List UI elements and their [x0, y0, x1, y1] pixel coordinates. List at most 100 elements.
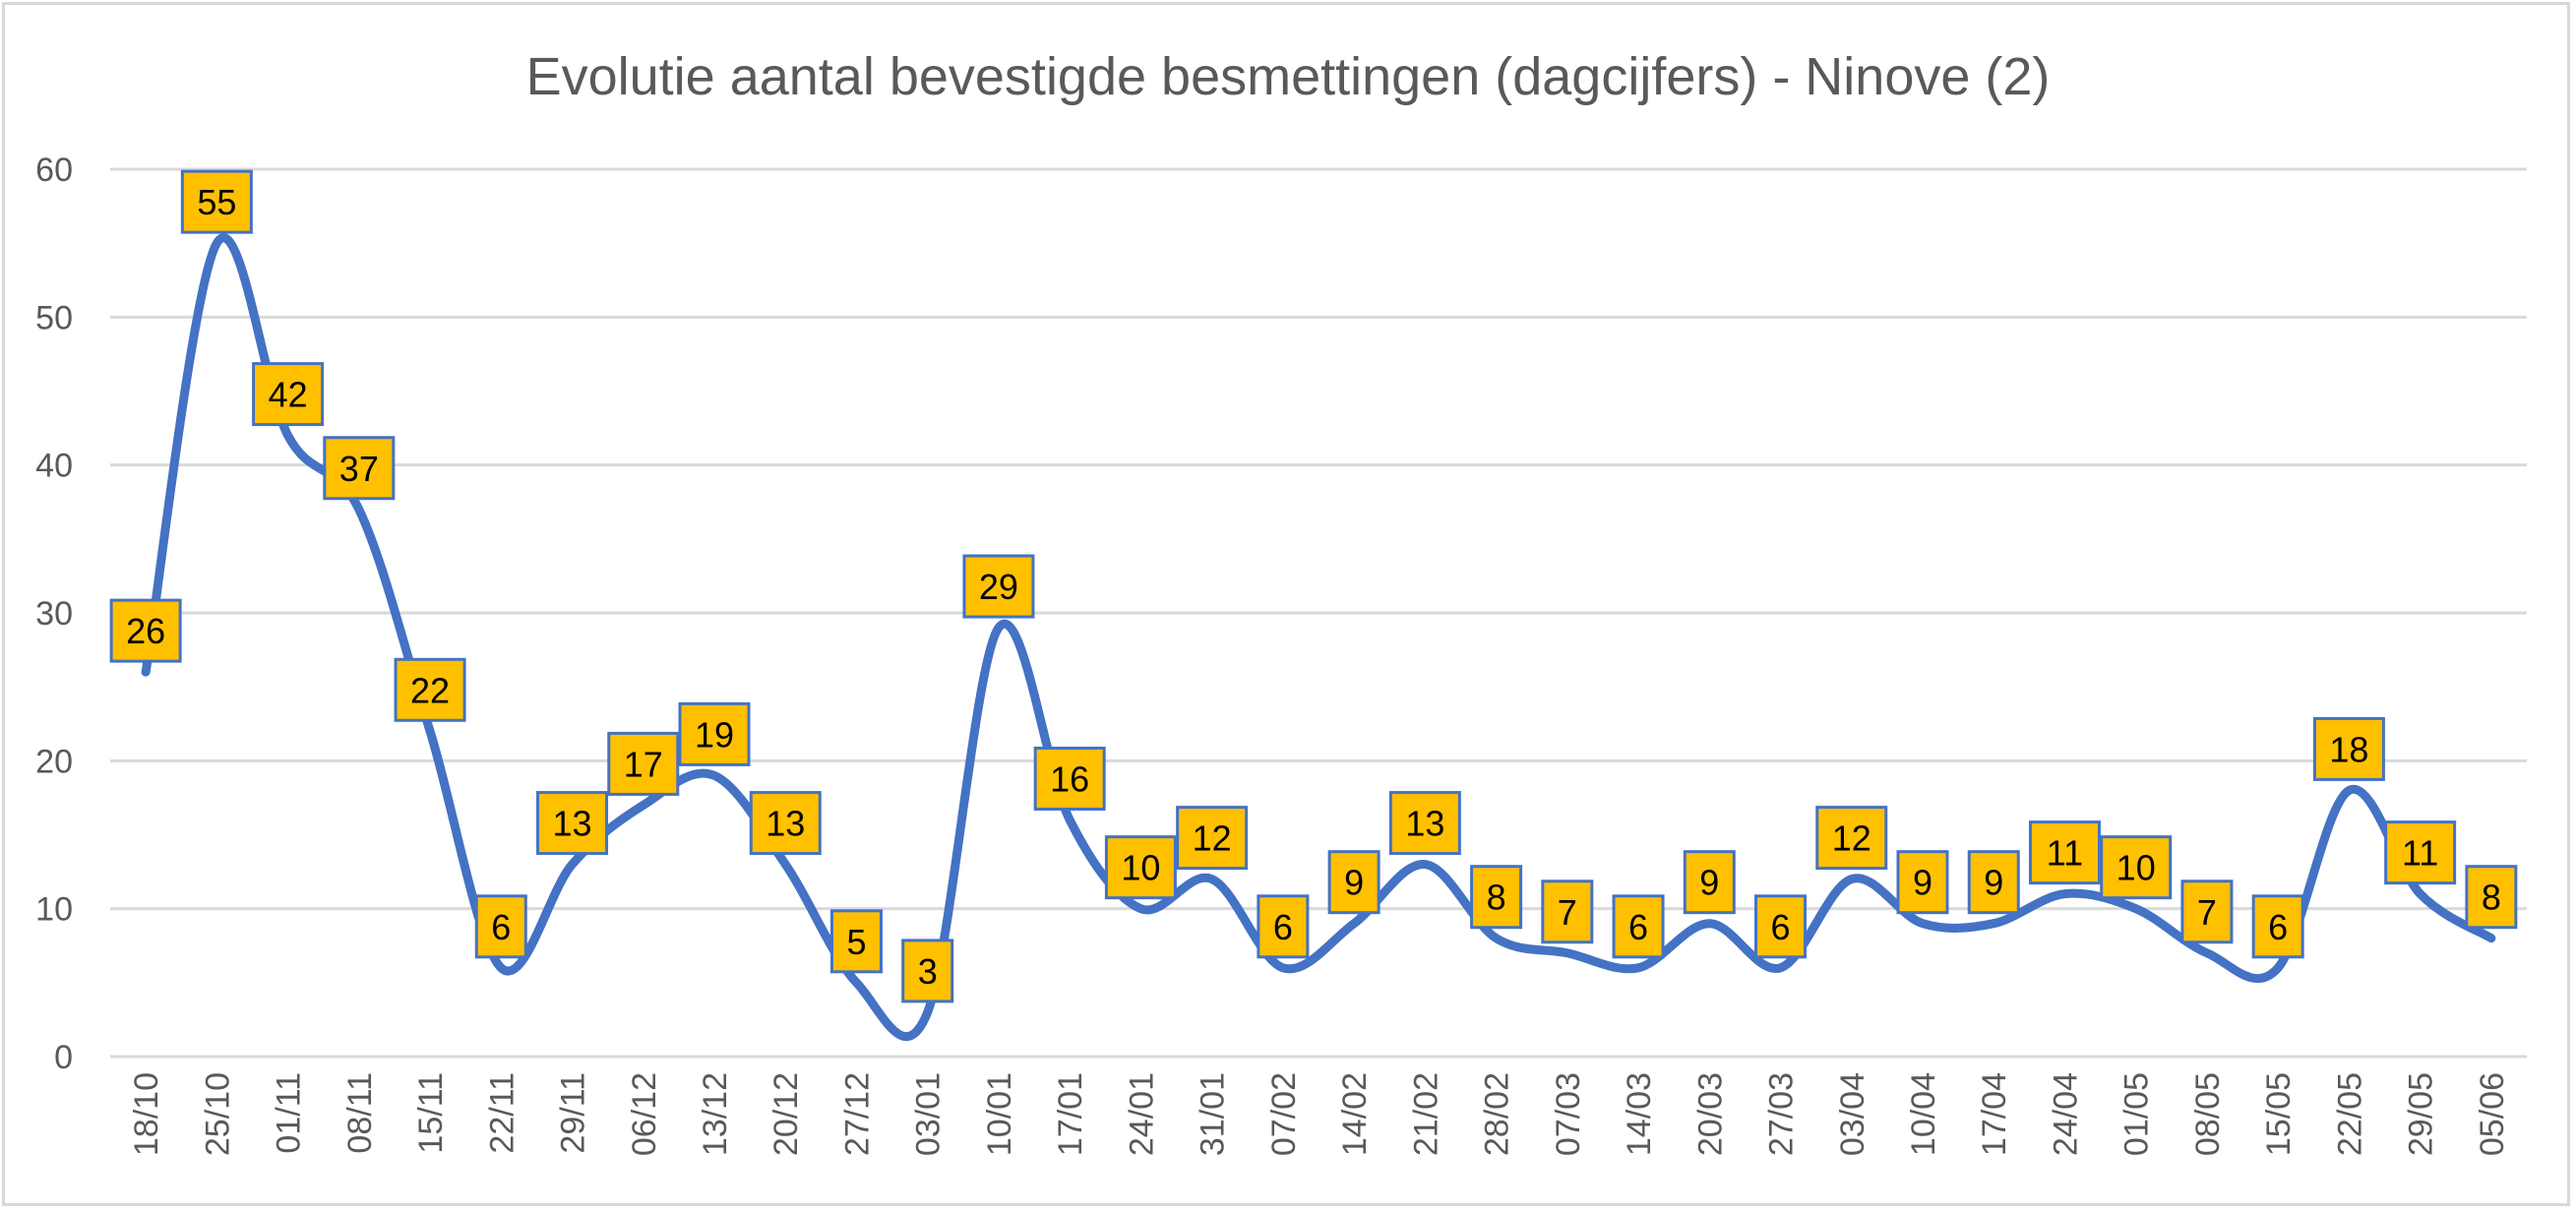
x-tick-label: 08/05	[2189, 1072, 2227, 1156]
data-label-text: 26	[126, 611, 165, 651]
data-label-box	[829, 909, 883, 974]
data-label: 7	[2180, 879, 2234, 944]
data-label-text: 13	[553, 804, 592, 844]
data-label: 10	[1104, 835, 1177, 900]
x-tick-label: 07/03	[1550, 1072, 1587, 1156]
data-label-text: 37	[339, 449, 379, 489]
data-label-box	[2465, 865, 2518, 930]
data-label-box	[252, 362, 325, 427]
data-label-box	[607, 731, 680, 796]
x-tick-label: 29/05	[2403, 1072, 2440, 1156]
x-tick-label: 03/04	[1834, 1072, 1871, 1156]
x-tick-label: 22/05	[2331, 1072, 2368, 1156]
data-label-text: 6	[491, 907, 511, 947]
data-label: 3	[901, 939, 954, 1003]
data-label-text: 6	[1771, 907, 1791, 947]
data-label-box	[962, 554, 1035, 619]
data-label: 9	[1896, 850, 1949, 915]
data-label-box	[1612, 894, 1665, 959]
data-label-text: 29	[979, 567, 1018, 607]
y-tick-label: 10	[35, 891, 73, 929]
data-label-text: 6	[1273, 907, 1293, 947]
data-label-box	[678, 701, 751, 766]
data-label: 9	[1683, 850, 1736, 915]
data-label-text: 6	[2268, 907, 2288, 947]
data-label: 55	[180, 169, 253, 234]
x-tick-label: 14/02	[1336, 1072, 1374, 1156]
x-tick-label: 27/03	[1763, 1072, 1801, 1156]
data-label: 11	[2028, 820, 2101, 885]
data-label-text: 13	[766, 804, 805, 844]
data-label: 42	[252, 362, 325, 427]
x-tick-label: 17/04	[1976, 1072, 2013, 1156]
x-tick-label: 01/11	[271, 1072, 308, 1154]
data-label-box	[901, 939, 954, 1003]
data-label-text: 7	[1558, 892, 1577, 933]
data-label: 26	[109, 598, 182, 663]
data-label-box	[1683, 850, 1736, 915]
y-tick-label: 60	[35, 152, 73, 189]
data-label-box	[1541, 879, 1594, 944]
data-label-text: 18	[2329, 729, 2368, 769]
data-label: 22	[394, 657, 466, 722]
x-tick-label: 07/02	[1265, 1072, 1303, 1156]
x-tick-label: 01/05	[2118, 1072, 2156, 1156]
x-tick-label: 24/01	[1123, 1072, 1160, 1156]
data-label-text: 10	[2116, 848, 2156, 888]
data-label: 9	[1327, 850, 1380, 915]
data-label: 13	[536, 791, 609, 856]
data-label: 13	[1388, 791, 1461, 856]
data-label-text: 22	[410, 670, 450, 710]
data-label-box	[1470, 865, 1523, 930]
data-label: 6	[1754, 894, 1808, 959]
y-axis-ticks: 0 10 20 30 40 50 60	[35, 152, 73, 1076]
data-label-text: 3	[918, 951, 938, 992]
data-label-text: 42	[269, 375, 308, 415]
data-label-text: 6	[1628, 907, 1648, 947]
x-tick-label: 15/05	[2260, 1072, 2298, 1156]
x-tick-label: 17/01	[1052, 1072, 1089, 1156]
x-tick-label: 27/12	[838, 1072, 876, 1156]
data-label: 6	[2251, 894, 2304, 959]
x-tick-label: 05/06	[2474, 1072, 2511, 1156]
data-label-text: 55	[197, 182, 236, 222]
x-tick-label: 15/11	[412, 1072, 450, 1154]
data-label-box	[536, 791, 609, 856]
data-label-box	[2251, 894, 2304, 959]
data-label: 18	[2312, 716, 2385, 781]
y-tick-label: 40	[35, 448, 73, 485]
data-label-box	[1033, 746, 1106, 811]
x-tick-label: 20/12	[767, 1072, 805, 1156]
data-label: 29	[962, 554, 1035, 619]
data-label-box	[1896, 850, 1949, 915]
data-label-text: 5	[846, 922, 866, 962]
data-label-box	[2312, 716, 2385, 781]
x-tick-label: 06/12	[626, 1072, 663, 1156]
data-label-text: 10	[1121, 848, 1160, 888]
data-label-box	[1754, 894, 1808, 959]
y-tick-label: 50	[35, 299, 73, 336]
x-tick-label: 14/03	[1621, 1072, 1658, 1156]
data-label-box	[1815, 806, 1888, 871]
data-label: 6	[1612, 894, 1665, 959]
data-label-text: 9	[1984, 863, 2003, 903]
data-label-text: 7	[2197, 892, 2217, 933]
data-label: 37	[323, 436, 396, 501]
y-tick-label: 20	[35, 743, 73, 780]
data-label-box	[2028, 820, 2101, 885]
data-label-text: 19	[695, 714, 734, 755]
data-label-box	[2100, 835, 2173, 900]
x-tick-label: 31/01	[1195, 1072, 1232, 1156]
data-label: 19	[678, 701, 751, 766]
data-labels: 26 55 42 37 22 6 13 17 19 13 5 3 29 16 10 12 6 9 13 8 7 6 9 6 12…	[109, 169, 2518, 1003]
data-label: 5	[829, 909, 883, 974]
data-label-box	[2384, 820, 2457, 885]
x-tick-label: 10/01	[981, 1072, 1018, 1156]
data-label-text: 9	[1699, 863, 1719, 903]
x-tick-label: 24/04	[2047, 1072, 2084, 1156]
data-label-box	[1176, 806, 1249, 871]
data-label-text: 13	[1405, 804, 1444, 844]
x-tick-label: 18/10	[128, 1072, 165, 1156]
